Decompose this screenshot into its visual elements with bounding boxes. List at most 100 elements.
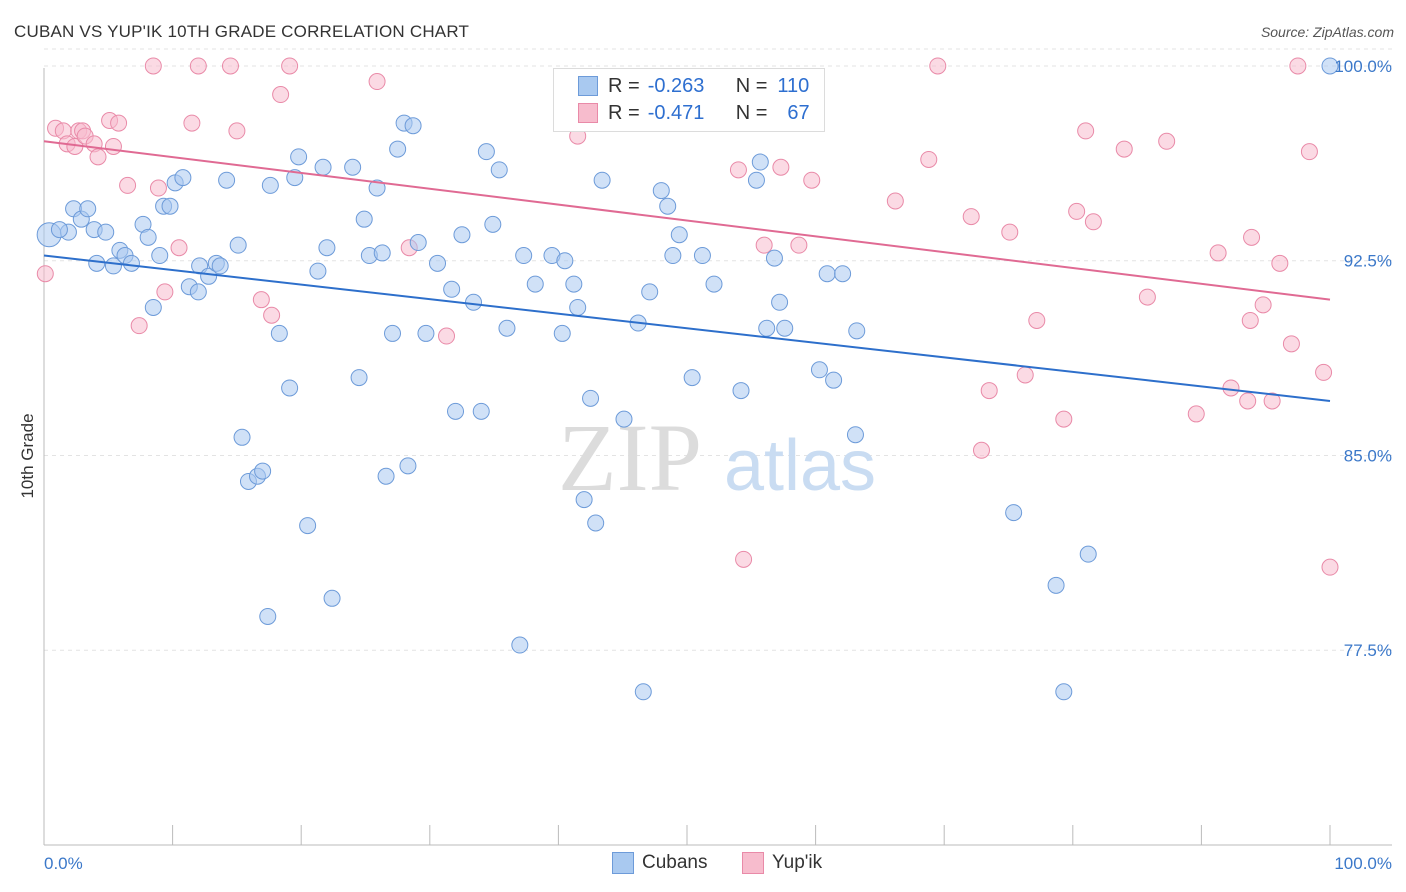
cuban-point [565,275,583,293]
cuban-point [825,371,843,389]
cuban-point [50,221,68,239]
y-tick-label: 92.5% [1344,252,1392,271]
cuban-point [664,247,682,265]
cuban-point [404,117,422,135]
cuban-point [490,161,508,179]
cuban-point [409,234,427,252]
yupik-point [1016,366,1034,384]
yupik-point [1077,122,1095,140]
yupik-point [1084,213,1102,231]
cuban-point [161,197,179,215]
trend-lines [43,140,1331,402]
cubans-swatch [578,76,598,96]
y-axis-label: 10th Grade [18,413,37,498]
yupik-point [110,114,128,132]
cuban-point [355,210,373,228]
cuban-point [834,265,852,283]
legend-n-value: 67 [787,101,810,124]
cuban-point [233,428,251,446]
yupik-point [735,550,753,568]
yupik-point [149,179,167,197]
yupik-point [1300,143,1318,161]
cuban-point [659,197,677,215]
yupik-point [972,441,990,459]
yupik-point [1028,311,1046,329]
cuban-point [732,382,750,400]
cuban-point [575,491,593,509]
cuban-point [1055,683,1073,701]
yupik-point [130,317,148,335]
cuban-point [747,171,765,189]
cuban-point [615,410,633,428]
yupik-point [1315,363,1333,381]
cubans-legend-label: Cubans [642,852,708,873]
cuban-point [373,244,391,262]
yupik-point [104,137,122,155]
yupik-point [1158,132,1176,150]
cuban-point [97,223,115,241]
x-tick-label: 100.0% [1334,854,1392,873]
cuban-point [526,275,544,293]
cuban-point [453,226,471,244]
yupik-point [962,208,980,226]
cuban-point [818,265,836,283]
yupik-point [228,122,246,140]
cuban-point [259,607,277,625]
legend-row-cubans: R = -0.263 N = 110 [578,74,809,98]
cuban-point [758,319,776,337]
yupik-point [272,86,290,104]
chart-title: CUBAN VS YUP'IK 10TH GRADE CORRELATION C… [14,22,470,41]
yupik-point [119,176,137,194]
cuban-point [399,457,417,475]
yupik-point [1055,410,1073,428]
yupik-point [1289,57,1307,75]
cuban-point [218,171,236,189]
cubans-trend-line [43,254,1331,402]
cuban-point [477,143,495,161]
cuban-point [587,514,605,532]
cuban-point [350,369,368,387]
cuban-point [144,298,162,316]
cuban-point [384,324,402,342]
cuban-point [229,236,247,254]
yupik-point [183,114,201,132]
legend-r-label: R = [608,101,640,124]
cuban-point [846,426,864,444]
cuban-point [556,252,574,270]
legend-row-yupik: R = -0.471 N = 67 [578,101,810,125]
bottom-legend-yupik: Yup'ik [742,852,822,874]
yupik-point [89,148,107,166]
cuban-point [683,369,701,387]
cuban-point [771,293,789,311]
cuban-point [465,293,483,311]
cuban-point [1005,504,1023,522]
legend-n-label: N = [735,74,768,97]
axes [43,68,1392,846]
cuban-point [377,467,395,485]
yupik-point [929,57,947,75]
yupik-point [281,57,299,75]
grid-lines [44,48,1392,651]
yupik-point [1115,140,1133,158]
cuban-point [281,379,299,397]
yupik-point [1282,335,1300,353]
cuban-point [515,247,533,265]
legend-box: R = -0.263 N = 110 R = -0.471 N = 67 [553,68,825,132]
cuban-point [641,283,659,301]
yupik-point [1239,392,1257,410]
yupik-point [189,57,207,75]
yupik-point [252,291,270,309]
yupik-point [263,306,281,324]
cuban-point [314,158,332,176]
cuban-point [765,249,783,267]
yupik-point [729,161,747,179]
yupik-point [221,57,239,75]
legend-n-label: N = [735,101,768,124]
cuban-points [36,57,1339,701]
cuban-point [848,322,866,340]
cuban-point [511,636,529,654]
cuban-point [751,153,769,171]
yupik-point [1001,223,1019,241]
source-label: Source: ZipAtlas.com [1260,24,1394,40]
cuban-point [139,228,157,246]
